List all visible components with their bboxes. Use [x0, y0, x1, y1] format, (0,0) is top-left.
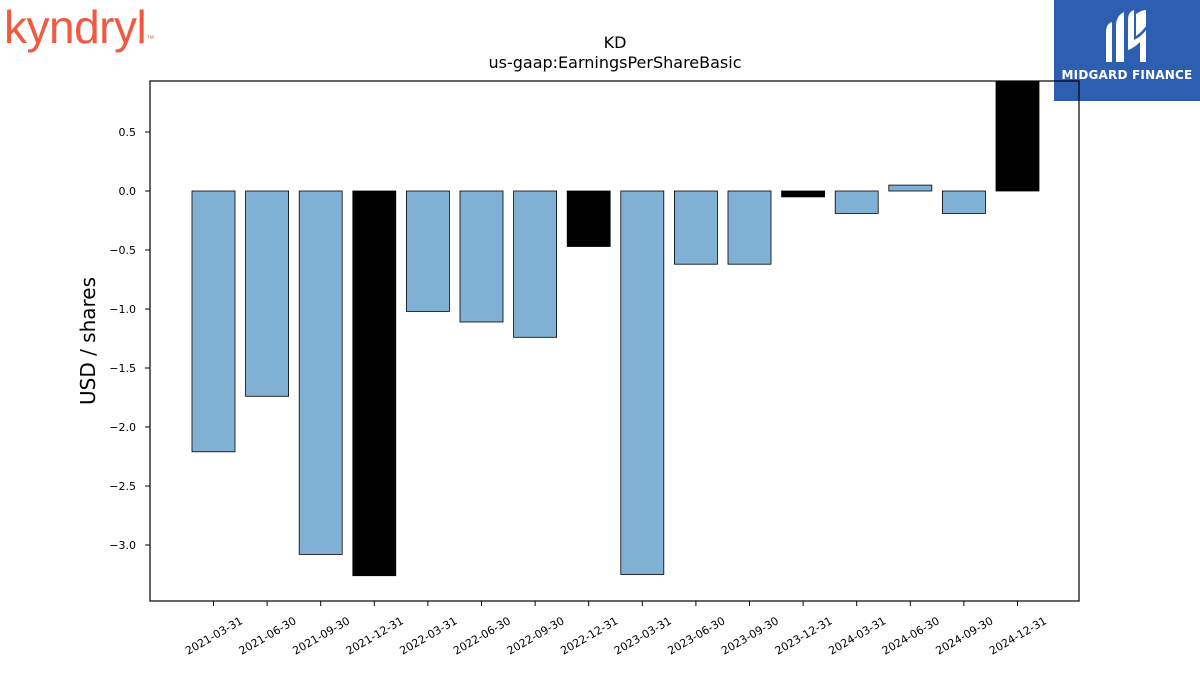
y-tick-label: −2.0: [109, 421, 136, 434]
bar-2022-03-31: [405, 190, 450, 312]
x-tick-label: 2024-06-30: [880, 614, 942, 657]
y-tick-label: 0.5: [119, 126, 137, 139]
bar-2024-03-31: [834, 190, 879, 214]
x-tick-label: 2021-06-30: [237, 614, 299, 657]
kyndryl-logo: kyndryl™: [4, 1, 154, 53]
bar-2022-06-30: [459, 190, 504, 323]
midgard-emblem-icon: [1106, 10, 1146, 62]
bar-2022-12-31: [566, 190, 611, 247]
bar-2021-03-31: [191, 190, 236, 453]
x-tick-label: 2024-03-31: [826, 614, 888, 657]
bar-2024-09-30: [942, 190, 986, 214]
chart-subtitle: us-gaap:EarningsPerShareBasic: [488, 53, 741, 72]
y-tick-label: −3.0: [109, 539, 136, 552]
midgard-finance-logo: MIDGARD FINANCE: [1054, 0, 1200, 101]
x-tick-label: 2022-03-31: [398, 614, 460, 657]
bar-2023-06-30: [674, 190, 718, 265]
x-tick-label: 2023-12-31: [773, 614, 835, 657]
x-tick-label: 2021-03-31: [183, 614, 245, 657]
bar-2023-03-31: [620, 190, 665, 575]
y-tick-label: −2.5: [109, 480, 136, 493]
x-tick-label: 2021-12-31: [344, 614, 406, 657]
bar-2024-12-31: [995, 80, 1040, 192]
bar-2021-09-30: [298, 190, 343, 555]
bar-2021-06-30: [245, 190, 290, 397]
y-tick-label: −0.5: [109, 244, 136, 257]
bars-layer: [191, 80, 1040, 577]
x-tick-label: 2024-09-30: [934, 614, 996, 657]
x-tick-label: 2023-03-31: [612, 614, 674, 657]
bar-2023-12-31: [781, 190, 825, 198]
bar-2024-06-30: [888, 184, 933, 192]
y-tick-label: −1.5: [109, 362, 136, 375]
x-tick-label: 2021-09-30: [290, 614, 352, 657]
x-tick-label: 2022-09-30: [505, 614, 567, 657]
x-tick-label: 2024-12-31: [987, 614, 1049, 657]
bar-2022-09-30: [513, 190, 557, 338]
bar-2021-12-31: [352, 190, 397, 577]
y-tick-label: −1.0: [109, 303, 136, 316]
chart-title: KD: [604, 33, 627, 52]
x-tick-label: 2022-06-30: [451, 614, 513, 657]
plot-frame: [149, 80, 1080, 602]
midgard-finance-text: MIDGARD FINANCE: [1061, 68, 1193, 82]
x-tick-label: 2022-12-31: [558, 614, 620, 657]
y-axis-label: USD / shares: [76, 277, 100, 405]
bar-2023-09-30: [727, 190, 772, 265]
x-tick-label: 2023-06-30: [666, 614, 728, 657]
y-tick-label: 0.0: [119, 185, 137, 198]
x-tick-label: 2023-09-30: [719, 614, 781, 657]
